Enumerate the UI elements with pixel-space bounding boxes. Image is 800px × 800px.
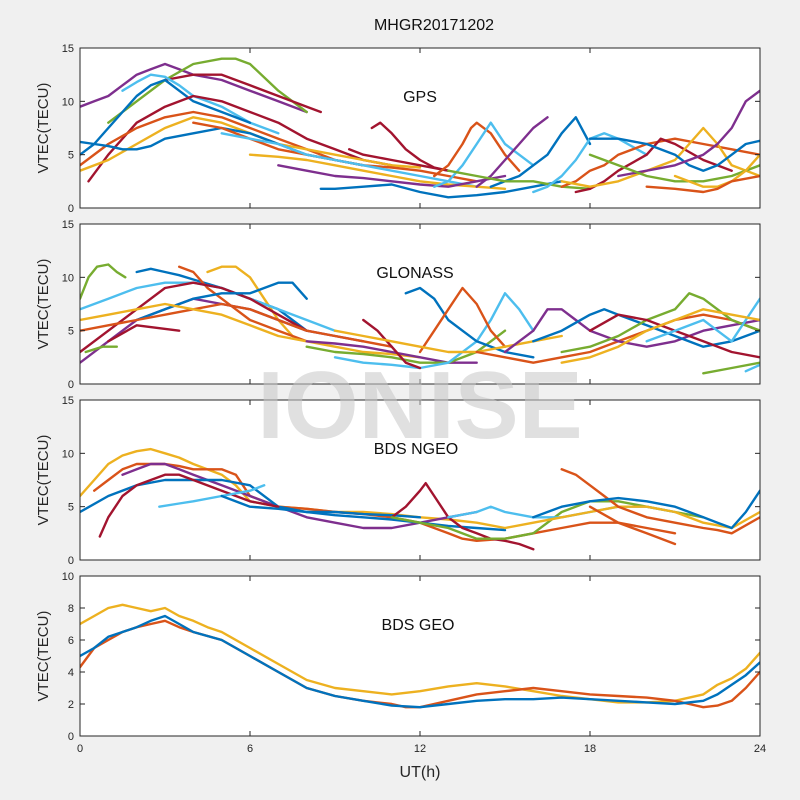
series-line	[702, 361, 760, 375]
series-line	[333, 329, 563, 354]
series-line	[84, 345, 118, 354]
panel-2: 0 5 10 15 VTEC(TECU) GLONASS	[35, 219, 761, 391]
series-line	[532, 308, 760, 348]
y-tick-label: 6	[68, 635, 74, 647]
series-line	[107, 324, 181, 343]
y-tick-label: 10	[62, 96, 74, 108]
y-tick-label: 15	[62, 43, 74, 55]
series-line	[80, 302, 422, 359]
y-tick-label: 4	[68, 667, 74, 679]
series-line	[404, 286, 535, 359]
series-line	[80, 78, 252, 156]
series-line	[433, 121, 535, 188]
series-line	[319, 180, 563, 199]
system-label: BDS NGEO	[374, 441, 458, 458]
series-line	[503, 505, 760, 530]
y-tick-label: 5	[68, 326, 74, 338]
series-line	[220, 132, 478, 188]
y-tick-label: 15	[62, 395, 74, 407]
series-line	[178, 265, 308, 343]
series-line	[121, 73, 280, 135]
y-tick-label: 0	[68, 731, 74, 743]
series-line	[588, 137, 760, 172]
y-tick-label: 0	[68, 555, 74, 567]
series-group	[80, 57, 760, 199]
series-line	[87, 94, 393, 183]
y-axis-label: VTEC(TECU)	[35, 611, 52, 702]
series-line	[532, 489, 760, 530]
series-line	[220, 494, 422, 519]
plot-area	[80, 576, 760, 736]
series-line	[80, 263, 127, 300]
series-line	[560, 126, 760, 188]
series-line	[362, 318, 422, 370]
series-line	[560, 308, 760, 364]
watermark-text: IONISE	[257, 352, 582, 459]
y-tick-label: 0	[68, 203, 74, 215]
series-line	[418, 286, 507, 354]
chart-title: MHGR20171202	[374, 17, 494, 34]
series-line	[744, 363, 760, 373]
series-line	[433, 121, 521, 178]
panels-group: 0 5 10 15 VTEC(TECU) GPS 0 5 10 15 VTEC(TECU) GLONA…	[35, 43, 766, 755]
series-line	[560, 468, 760, 535]
series-line	[80, 110, 365, 167]
series-line	[617, 89, 760, 178]
y-tick-label: 10	[62, 272, 74, 284]
y-axis-label: VTEC(TECU)	[35, 83, 52, 174]
x-axis-label: UT(h)	[400, 764, 441, 781]
y-tick-label: 8	[68, 603, 74, 615]
series-group	[80, 263, 760, 375]
x-tick-label: 24	[754, 743, 766, 755]
series-line	[645, 297, 760, 343]
y-axis-label: VTEC(TECU)	[35, 259, 52, 350]
series-group	[80, 447, 760, 551]
system-label: BDS GEO	[382, 617, 455, 634]
x-tick-label: 0	[77, 743, 83, 755]
y-tick-label: 15	[62, 219, 74, 231]
series-line	[447, 169, 592, 190]
y-tick-label: 10	[62, 448, 74, 460]
series-line	[121, 462, 478, 530]
series-line	[80, 614, 760, 709]
system-label: GLONASS	[376, 265, 453, 282]
series-line	[588, 505, 677, 546]
panel-1: 0 5 10 15 VTEC(TECU) GPS	[35, 43, 761, 215]
x-tick-label: 6	[247, 743, 253, 755]
series-line	[503, 308, 760, 354]
x-tick-label: 12	[414, 743, 426, 755]
y-tick-label: 5	[68, 150, 74, 162]
y-tick-label: 0	[68, 379, 74, 391]
series-line	[158, 484, 266, 508]
series-line	[305, 329, 507, 364]
series-group	[80, 603, 760, 709]
series-line	[390, 482, 535, 551]
x-tick-label: 18	[584, 743, 596, 755]
series-line	[560, 137, 760, 188]
panel-3: 0 5 10 15 VTEC(TECU) BDS NGEO	[35, 395, 761, 567]
y-tick-label: 10	[62, 571, 74, 583]
series-line	[80, 62, 308, 114]
series-line	[645, 174, 760, 194]
series-line	[80, 302, 393, 348]
y-tick-label: 5	[68, 502, 74, 514]
series-line	[163, 73, 322, 114]
series-line	[107, 57, 308, 124]
y-tick-label: 2	[68, 699, 74, 711]
system-label: GPS	[403, 89, 437, 106]
series-line	[248, 153, 507, 190]
series-line	[588, 153, 760, 183]
series-line	[348, 148, 450, 172]
y-axis-label: VTEC(TECU)	[35, 435, 52, 526]
series-line	[277, 164, 507, 188]
